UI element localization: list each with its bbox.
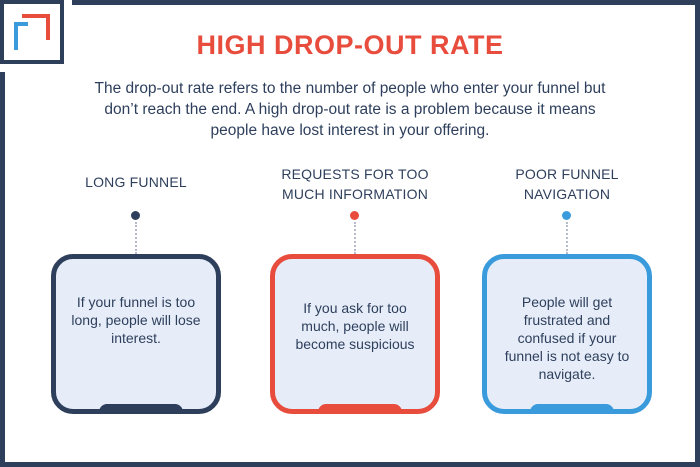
column-poor-navigation: POOR FUNNEL NAVIGATION People will get f… (482, 0, 652, 467)
column-too-much-information: REQUESTS FOR TOO MUCH INFORMATION If you… (270, 0, 440, 467)
column-heading: POOR FUNNEL NAVIGATION (515, 166, 619, 202)
connector-dot (131, 211, 140, 220)
card-tab (99, 404, 183, 414)
brand-logo (0, 0, 64, 64)
reason-card: People will get frustrated and confused … (482, 254, 652, 414)
card-text: If you ask for too much, people will bec… (295, 300, 415, 352)
card-tab (530, 404, 614, 414)
reason-card: If you ask for too much, people will bec… (270, 254, 440, 414)
card-text: If your funnel is too long, people will … (71, 294, 201, 346)
logo-mark-icon (14, 14, 50, 50)
intro-paragraph: The drop-out rate refers to the number o… (94, 80, 606, 139)
dotted-connector (566, 222, 568, 254)
connector-dot (562, 211, 571, 220)
column-heading: REQUESTS FOR TOO MUCH INFORMATION (281, 166, 429, 202)
dotted-connector (354, 222, 356, 254)
connector-dot (350, 211, 359, 220)
dotted-connector (135, 222, 137, 254)
page-title: HIGH DROP-OUT RATE (196, 30, 504, 60)
card-tab (318, 404, 402, 414)
card-text: People will get frustrated and confused … (504, 294, 630, 382)
column-long-funnel: LONG FUNNEL If your funnel is too long, … (51, 0, 221, 467)
reason-card: If your funnel is too long, people will … (51, 254, 221, 414)
column-heading: LONG FUNNEL (85, 174, 187, 190)
